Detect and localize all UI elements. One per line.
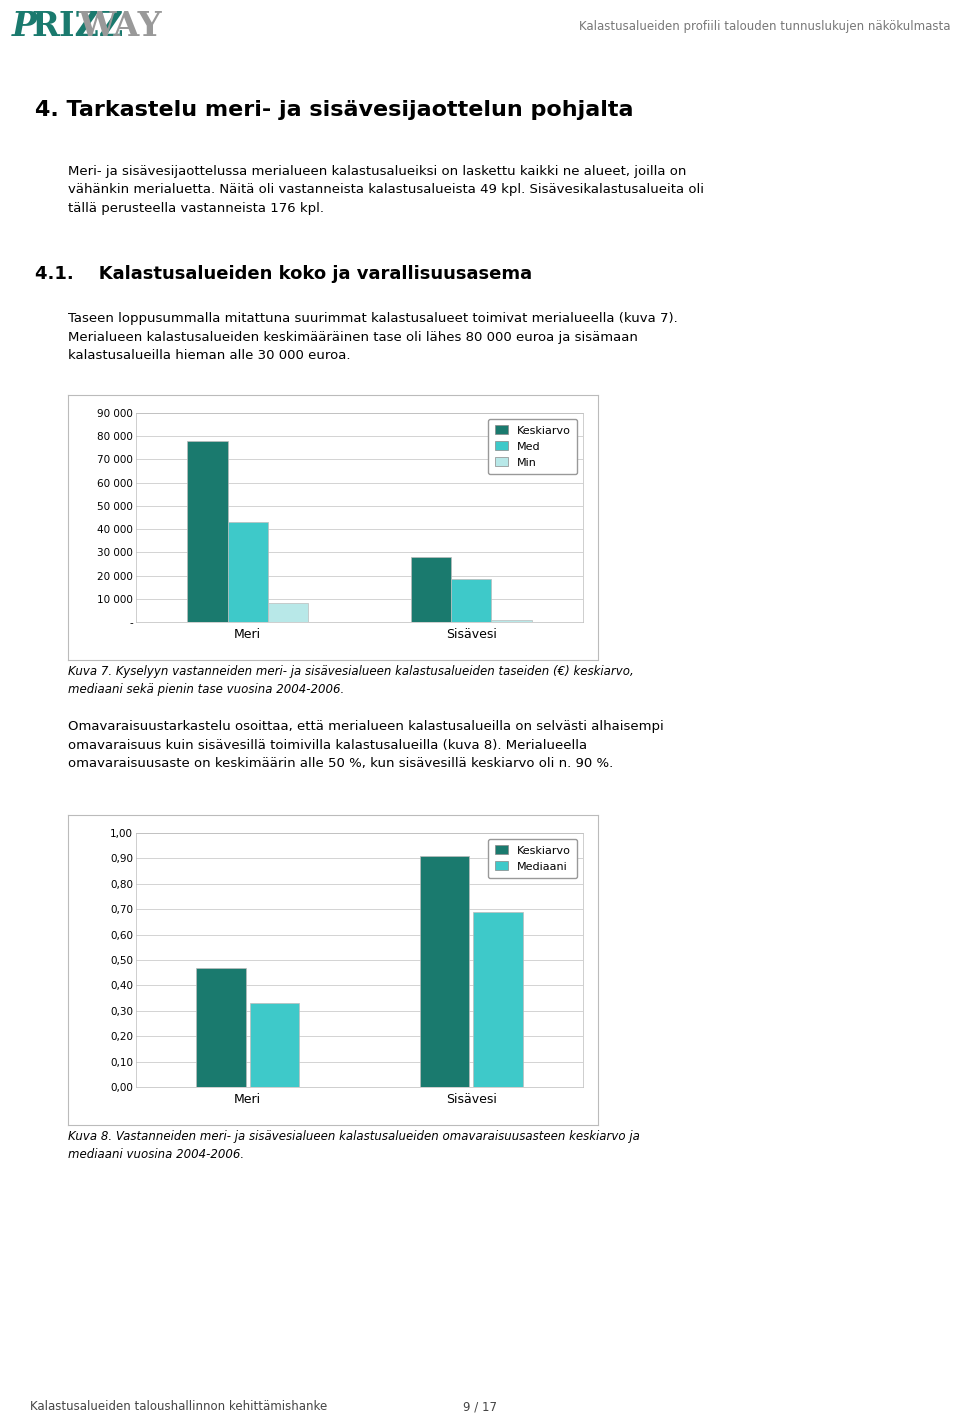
Text: 4.1.    Kalastusalueiden koko ja varallisuusasema: 4.1. Kalastusalueiden koko ja varallisuu… xyxy=(35,266,532,283)
Bar xyxy=(473,911,522,1087)
Legend: Keskiarvo, Med, Min: Keskiarvo, Med, Min xyxy=(488,418,578,474)
Bar xyxy=(451,578,492,623)
Text: Meri- ja sisävesijaottelussa merialueen kalastusalueiksi on laskettu kaikki ne a: Meri- ja sisävesijaottelussa merialueen … xyxy=(68,166,704,216)
Bar xyxy=(228,523,268,623)
Bar xyxy=(411,557,451,623)
Text: RIZZ: RIZZ xyxy=(32,10,124,43)
Bar xyxy=(250,1004,300,1087)
Text: 4. Tarkastelu meri- ja sisävesijaottelun pohjalta: 4. Tarkastelu meri- ja sisävesijaottelun… xyxy=(35,100,634,120)
Text: Kuva 7. Kyselyyn vastanneiden meri- ja sisävesialueen kalastusalueiden taseiden : Kuva 7. Kyselyyn vastanneiden meri- ja s… xyxy=(68,665,634,695)
Bar xyxy=(268,604,308,623)
Text: P: P xyxy=(12,10,36,43)
Text: Omavaraisuustarkastelu osoittaa, että merialueen kalastusalueilla on selvästi al: Omavaraisuustarkastelu osoittaa, että me… xyxy=(68,720,663,770)
Bar xyxy=(420,855,469,1087)
Text: WAY: WAY xyxy=(79,10,162,43)
Bar xyxy=(492,620,532,623)
Text: Kalastusalueiden taloushallinnon kehittämishanke: Kalastusalueiden taloushallinnon kehittä… xyxy=(30,1401,327,1414)
Text: 9 / 17: 9 / 17 xyxy=(463,1401,497,1414)
Text: Taseen loppusummalla mitattuna suurimmat kalastusalueet toimivat merialueella (k: Taseen loppusummalla mitattuna suurimmat… xyxy=(68,311,678,363)
Bar xyxy=(197,968,246,1087)
Text: Kuva 8. Vastanneiden meri- ja sisävesialueen kalastusalueiden omavaraisuusasteen: Kuva 8. Vastanneiden meri- ja sisävesial… xyxy=(68,1130,640,1161)
Legend: Keskiarvo, Mediaani: Keskiarvo, Mediaani xyxy=(488,838,578,878)
Text: Kalastusalueiden profiili talouden tunnuslukujen näkökulmasta: Kalastusalueiden profiili talouden tunnu… xyxy=(579,20,950,33)
Bar xyxy=(187,441,228,623)
